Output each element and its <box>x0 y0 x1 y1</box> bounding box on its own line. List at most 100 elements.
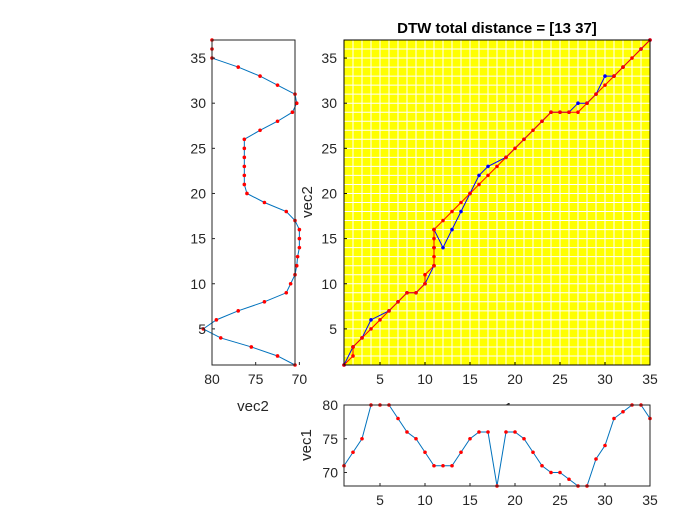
bottom-series-point <box>396 416 400 421</box>
main-series-0-point <box>576 101 580 105</box>
left-series-point <box>262 200 267 205</box>
bottom-series-point <box>486 430 490 434</box>
main-y-tick-label: 35 <box>321 50 337 66</box>
bottom-y-ticks: 70 75 80 <box>322 397 347 481</box>
main-series-1-point <box>351 345 355 349</box>
bottom-series-point <box>522 436 526 441</box>
left-series-point <box>236 65 241 69</box>
left-series-point <box>288 281 293 286</box>
main-y-tick-label: 30 <box>321 95 337 111</box>
left-x-label: vec2 <box>237 398 269 415</box>
left-series-point <box>242 182 247 187</box>
bottom-series-point <box>513 430 517 434</box>
left-series-point <box>275 83 280 87</box>
left-series-point <box>236 309 241 313</box>
main-series-1-point <box>432 254 436 259</box>
left-series-point <box>297 227 302 232</box>
left-plot-frame <box>211 39 296 366</box>
bottom-x-tick-label: 30 <box>597 492 613 508</box>
main-series-1-point <box>594 92 598 96</box>
left-y-tick-label: 10 <box>190 276 206 292</box>
bottom-series-point <box>432 463 436 468</box>
left-series-point <box>201 327 206 331</box>
bottom-y-label: vec1 <box>298 429 315 461</box>
main-series-1-point <box>549 110 553 115</box>
left-series-point <box>290 110 295 115</box>
left-series-point <box>242 164 247 169</box>
main-series-1-point <box>432 236 436 241</box>
main-series-layer <box>342 38 652 367</box>
main-x-tick-label: 10 <box>417 371 433 387</box>
main-series-0-point <box>477 173 481 178</box>
left-y-ticks: 5 10 15 20 25 30 35 <box>190 50 215 337</box>
left-series-point <box>284 209 289 214</box>
left-series-point <box>284 290 289 295</box>
left-y-tick-label: 20 <box>190 185 206 201</box>
left-series-point <box>245 191 249 196</box>
main-series-1-point <box>504 155 508 160</box>
left-vec2-plot: 80 75 70 5 10 15 20 25 30 35 vec2 <box>190 38 307 415</box>
main-series-1-point <box>477 182 481 187</box>
main-y-tick-label: 10 <box>321 276 337 292</box>
main-x-tick-label: 30 <box>597 371 613 387</box>
main-series-1-point <box>495 164 499 169</box>
left-y-tick-label: 5 <box>198 321 206 337</box>
left-y-tick-label: 25 <box>190 140 206 156</box>
main-series-1-point <box>441 218 445 223</box>
main-y-tick-label: 20 <box>321 185 337 201</box>
bottom-x-tick-label: 35 <box>642 492 658 508</box>
bottom-x-tick-label: 15 <box>462 492 478 508</box>
main-series-1-point <box>378 318 382 322</box>
main-series-1-point <box>432 263 436 268</box>
main-y-tick-label: 15 <box>321 231 337 247</box>
main-plot-frame <box>343 39 651 366</box>
bottom-series-point <box>540 463 544 468</box>
main-series-1-point <box>621 65 625 69</box>
main-series-1-point <box>414 290 418 295</box>
main-x-tick-label: 5 <box>376 371 384 387</box>
main-series-1-point <box>387 309 391 313</box>
bottom-series-point <box>531 450 535 455</box>
left-series-point <box>297 236 302 241</box>
left-series-point <box>294 263 299 268</box>
left-series-point <box>295 254 300 259</box>
left-y-tick-label: 15 <box>190 231 206 247</box>
bottom-series-point <box>468 436 472 441</box>
left-x-tick-label: 70 <box>292 371 308 387</box>
main-warping-path-plot: 5 10 15 20 25 30 35 5 10 15 20 25 30 35 DTW total di… <box>299 20 658 417</box>
main-series-1-point <box>585 101 589 105</box>
bottom-x-tick-label: 25 <box>552 492 568 508</box>
main-series-1-point <box>396 300 400 304</box>
bottom-series-point <box>549 470 553 475</box>
bottom-series-point <box>477 430 481 434</box>
bottom-series-point <box>405 430 409 434</box>
left-series-point <box>242 173 247 178</box>
main-y-tick-label: 5 <box>329 321 337 337</box>
main-series-1-point <box>405 290 409 295</box>
bottom-plot-background <box>344 405 650 486</box>
left-series-point <box>218 336 223 340</box>
left-series-point <box>275 354 280 358</box>
bottom-series-point <box>414 436 418 441</box>
bottom-series-point <box>558 470 562 475</box>
bottom-series-point <box>612 416 616 421</box>
main-x-tick-label: 20 <box>507 371 523 387</box>
left-series-point <box>242 155 247 160</box>
main-series-1-point <box>369 327 373 331</box>
left-series-point <box>297 245 302 250</box>
main-series-1-point <box>558 110 562 115</box>
bottom-series-point <box>567 477 571 482</box>
left-x-tick-label: 80 <box>204 371 220 387</box>
main-series-1-point <box>522 137 526 142</box>
main-series-1-point <box>450 209 454 214</box>
main-x-tick-label: 15 <box>462 371 478 387</box>
left-series-point <box>294 101 299 105</box>
main-series-0-point <box>603 74 607 78</box>
main-series-1-point <box>432 227 436 232</box>
left-x-tick-label: 75 <box>248 371 264 387</box>
bottom-series-point <box>441 463 445 468</box>
main-series-1-point <box>612 74 616 78</box>
main-series-0-point <box>369 318 373 322</box>
bottom-y-tick-label: 70 <box>322 465 338 481</box>
main-title: DTW total distance = [13 37] <box>397 20 597 37</box>
